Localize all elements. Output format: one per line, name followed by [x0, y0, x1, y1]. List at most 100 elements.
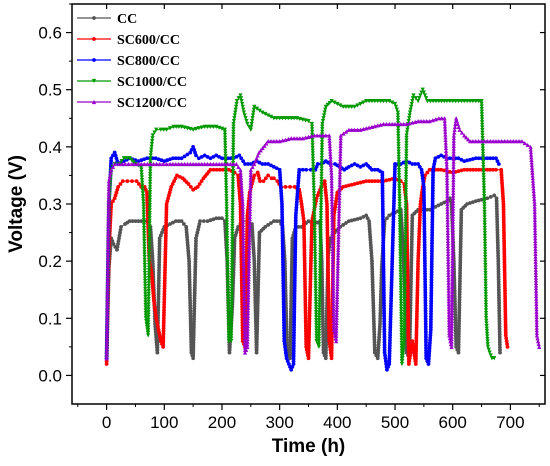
- data-point: [431, 178, 435, 183]
- data-point: [331, 283, 336, 288]
- data-point: [164, 127, 169, 132]
- data-point: [242, 313, 247, 319]
- data-point: [405, 127, 410, 132]
- data-point: [326, 278, 331, 283]
- data-point: [487, 350, 492, 355]
- data-point: [396, 131, 401, 136]
- data-point: [194, 153, 198, 158]
- x-tick-label: 600: [439, 413, 467, 432]
- data-point: [378, 294, 383, 299]
- data-point: [416, 162, 420, 166]
- data-point: [403, 224, 408, 229]
- data-point: [533, 238, 538, 243]
- data-point: [106, 241, 111, 246]
- data-point: [413, 96, 418, 101]
- data-point: [326, 270, 331, 275]
- data-point: [241, 233, 246, 238]
- data-point: [148, 179, 153, 184]
- data-point: [166, 196, 171, 201]
- data-point: [349, 163, 354, 168]
- data-point: [450, 245, 455, 250]
- data-point: [480, 149, 486, 154]
- data-point: [416, 245, 421, 250]
- data-point: [422, 253, 427, 258]
- data-point: [398, 291, 404, 296]
- data-point: [157, 161, 162, 167]
- data-point: [532, 212, 537, 217]
- data-point: [241, 254, 246, 259]
- data-point: [403, 255, 408, 260]
- data-point: [229, 302, 234, 307]
- data-point: [452, 294, 457, 298]
- data-point: [453, 323, 458, 328]
- data-point: [153, 156, 158, 161]
- data-point: [404, 138, 409, 143]
- data-point: [143, 187, 148, 192]
- data-point: [317, 329, 322, 334]
- data-point: [499, 139, 504, 144]
- data-point: [245, 342, 250, 347]
- data-point: [152, 299, 156, 304]
- data-point: [313, 302, 319, 307]
- data-point: [444, 162, 449, 167]
- data-point: [167, 193, 171, 198]
- data-point: [242, 321, 247, 326]
- data-point: [229, 291, 234, 297]
- data-point: [146, 265, 152, 270]
- data-point: [229, 271, 235, 276]
- data-point: [480, 146, 485, 151]
- data-point: [158, 127, 163, 132]
- data-point: [312, 212, 317, 217]
- data-point: [163, 236, 168, 241]
- data-point: [450, 203, 456, 209]
- data-point: [170, 161, 176, 167]
- data-point: [214, 153, 219, 158]
- data-point: [313, 278, 318, 283]
- data-point: [384, 362, 389, 366]
- data-point: [226, 323, 231, 328]
- data-point: [406, 362, 411, 366]
- data-point: [482, 241, 488, 246]
- data-point: [240, 212, 246, 217]
- data-point: [242, 311, 247, 316]
- data-point: [309, 250, 314, 255]
- data-point: [170, 182, 175, 186]
- data-point: [225, 238, 230, 244]
- data-point: [422, 235, 427, 239]
- data-point: [482, 244, 488, 249]
- data-point: [482, 199, 487, 204]
- data-point: [249, 124, 254, 129]
- data-point: [309, 221, 314, 226]
- data-point: [430, 243, 434, 248]
- data-point: [428, 99, 433, 104]
- data-point: [230, 208, 235, 213]
- data-point: [162, 286, 167, 291]
- data-point: [407, 113, 412, 118]
- data-point: [383, 356, 388, 361]
- data-point: [211, 154, 216, 159]
- data-point: [328, 149, 333, 154]
- data-point: [424, 337, 428, 342]
- data-point: [459, 168, 464, 173]
- data-point: [239, 191, 245, 196]
- x-tick-label: 100: [150, 413, 178, 432]
- data-point: [415, 277, 420, 282]
- data-point: [240, 304, 245, 309]
- data-point: [481, 164, 486, 170]
- data-point: [165, 199, 170, 204]
- data-point: [106, 199, 111, 205]
- data-point: [139, 161, 144, 167]
- data-point: [230, 234, 235, 239]
- data-point: [402, 279, 408, 284]
- data-point: [258, 179, 262, 184]
- data-point: [429, 301, 434, 306]
- data-point: [246, 300, 251, 305]
- data-point: [139, 172, 144, 177]
- data-point: [414, 327, 419, 332]
- data-point: [158, 336, 163, 341]
- data-point: [450, 240, 455, 245]
- data-point: [139, 175, 144, 180]
- data-point: [326, 299, 331, 304]
- data-point: [331, 306, 336, 311]
- data-point: [334, 299, 340, 305]
